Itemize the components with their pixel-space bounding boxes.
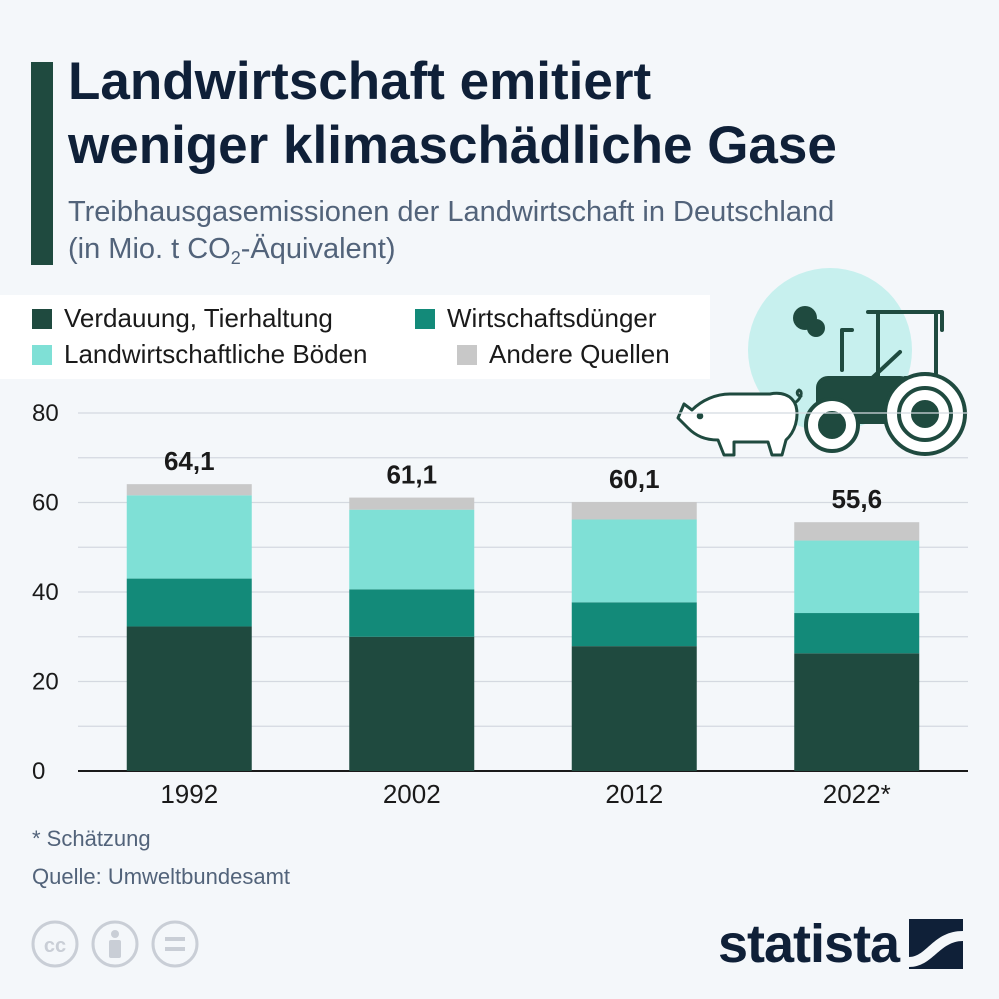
source-note: Quelle: Umweltbundesamt — [32, 864, 291, 889]
subtitle: Treibhausgasemissionen der Landwirtschaf… — [68, 194, 988, 268]
bar-segment — [571, 602, 697, 647]
subtitle-line-1: Treibhausgasemissionen der Landwirtschaf… — [68, 196, 835, 228]
legend: Verdauung, Tierhaltung Wirtschaftsdünger… — [0, 295, 710, 379]
bar-segment — [349, 497, 475, 510]
subtitle-unit-sub: 2 — [230, 248, 241, 268]
cc-icon[interactable]: cc — [31, 920, 79, 968]
value-labels: 64,1 1992 61,1 2002 60,1 2012 55,6 2022* — [160, 446, 890, 809]
legend-item-andere: Andere Quellen — [457, 339, 670, 370]
y-tick-label: 20 — [32, 669, 59, 696]
legend-swatch — [32, 344, 52, 365]
legend-swatch — [415, 308, 435, 329]
subtitle-unit-pre: (in Mio. t CO — [68, 233, 231, 265]
legend-swatch — [32, 308, 52, 329]
legend-item-verdauung: Verdauung, Tierhaltung — [32, 303, 333, 334]
bar-segment — [571, 519, 697, 603]
bar-segment — [794, 613, 920, 654]
title-line-2: weniger klimaschädliche Gase — [68, 116, 837, 175]
tractor-icon — [804, 310, 967, 456]
bar-segment — [126, 495, 252, 579]
x-tick-label: 2002 — [383, 779, 441, 809]
total-value-label: 61,1 — [386, 460, 437, 490]
by-icon[interactable] — [91, 920, 139, 968]
nd-icon[interactable] — [151, 920, 199, 968]
legend-label: Landwirtschaftliche Böden — [64, 339, 368, 369]
smoke-icon — [793, 306, 825, 337]
subtitle-unit-post: -Äquivalent) — [240, 233, 396, 265]
legend-label: Andere Quellen — [489, 339, 670, 369]
bar-segment — [571, 502, 697, 520]
bar-segment — [794, 653, 920, 771]
bar-segment — [349, 589, 475, 637]
total-value-label: 60,1 — [609, 464, 660, 494]
legend-label: Wirtschaftsdünger — [447, 303, 657, 333]
legend-item-boeden: Landwirtschaftliche Böden — [32, 339, 368, 370]
bar-segment — [571, 646, 697, 771]
pig-icon — [676, 388, 803, 457]
bar-segment — [126, 578, 252, 627]
farm-illustration — [676, 268, 967, 457]
total-value-label: 55,6 — [831, 484, 882, 514]
x-tick-label: 2012 — [605, 779, 663, 809]
bar-segment — [349, 509, 475, 590]
brand-name: statista — [718, 914, 900, 974]
bar-segment — [126, 484, 252, 496]
bar-segment — [349, 636, 475, 771]
svg-text:cc: cc — [44, 935, 66, 957]
legend-label: Verdauung, Tierhaltung — [64, 303, 333, 333]
bar-segment — [794, 540, 920, 614]
license-icons: cc — [31, 920, 199, 968]
stacked-bar-chart: 0 20 40 60 80 64,1 1992 61,1 2002 60,1 2012 55,6 20… — [32, 268, 968, 809]
y-tick-label: 80 — [32, 400, 59, 427]
y-tick-label: 40 — [32, 579, 59, 606]
legend-item-wirtschaftsduenger: Wirtschaftsdünger — [415, 303, 657, 334]
subtitle-line-2: (in Mio. t CO2-Äquivalent) — [68, 231, 988, 268]
page-title: Landwirtschaft emitiert weniger klimasch… — [68, 50, 988, 178]
x-tick-label: 1992 — [160, 779, 218, 809]
legend-swatch — [457, 344, 477, 365]
statista-logo[interactable]: statista — [718, 914, 964, 974]
bars — [126, 484, 920, 771]
x-tick-label: 2022* — [823, 779, 891, 809]
y-axis: 0 20 40 60 80 — [32, 400, 59, 785]
accent-bar — [31, 62, 53, 265]
bar-segment — [794, 522, 920, 541]
statista-logo-icon — [909, 919, 964, 969]
title-line-1: Landwirtschaft emitiert — [68, 52, 652, 111]
total-value-label: 64,1 — [164, 446, 215, 476]
footnote: * Schätzung — [32, 826, 151, 851]
y-tick-label: 0 — [32, 758, 45, 785]
y-tick-label: 60 — [32, 490, 59, 517]
bar-segment — [126, 626, 252, 771]
